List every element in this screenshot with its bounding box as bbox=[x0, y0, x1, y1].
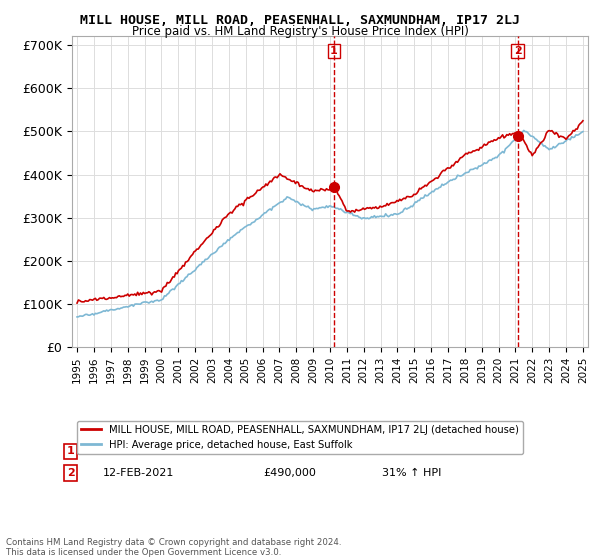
Text: Contains HM Land Registry data © Crown copyright and database right 2024.
This d: Contains HM Land Registry data © Crown c… bbox=[6, 538, 341, 557]
Text: £490,000: £490,000 bbox=[263, 468, 316, 478]
Legend: MILL HOUSE, MILL ROAD, PEASENHALL, SAXMUNDHAM, IP17 2LJ (detached house), HPI: A: MILL HOUSE, MILL ROAD, PEASENHALL, SAXMU… bbox=[77, 421, 523, 454]
Text: Price paid vs. HM Land Registry's House Price Index (HPI): Price paid vs. HM Land Registry's House … bbox=[131, 25, 469, 38]
Text: 31% ↑ HPI: 31% ↑ HPI bbox=[382, 468, 441, 478]
Text: 2: 2 bbox=[67, 468, 74, 478]
Text: 1: 1 bbox=[67, 446, 74, 456]
Text: 1: 1 bbox=[330, 46, 338, 56]
Text: MILL HOUSE, MILL ROAD, PEASENHALL, SAXMUNDHAM, IP17 2LJ: MILL HOUSE, MILL ROAD, PEASENHALL, SAXMU… bbox=[80, 14, 520, 27]
Text: 2: 2 bbox=[514, 46, 521, 56]
Text: 25-MAR-2010: 25-MAR-2010 bbox=[103, 446, 178, 456]
Text: 46% ↑ HPI: 46% ↑ HPI bbox=[382, 446, 441, 456]
Text: £370,000: £370,000 bbox=[263, 446, 316, 456]
Text: 12-FEB-2021: 12-FEB-2021 bbox=[103, 468, 175, 478]
